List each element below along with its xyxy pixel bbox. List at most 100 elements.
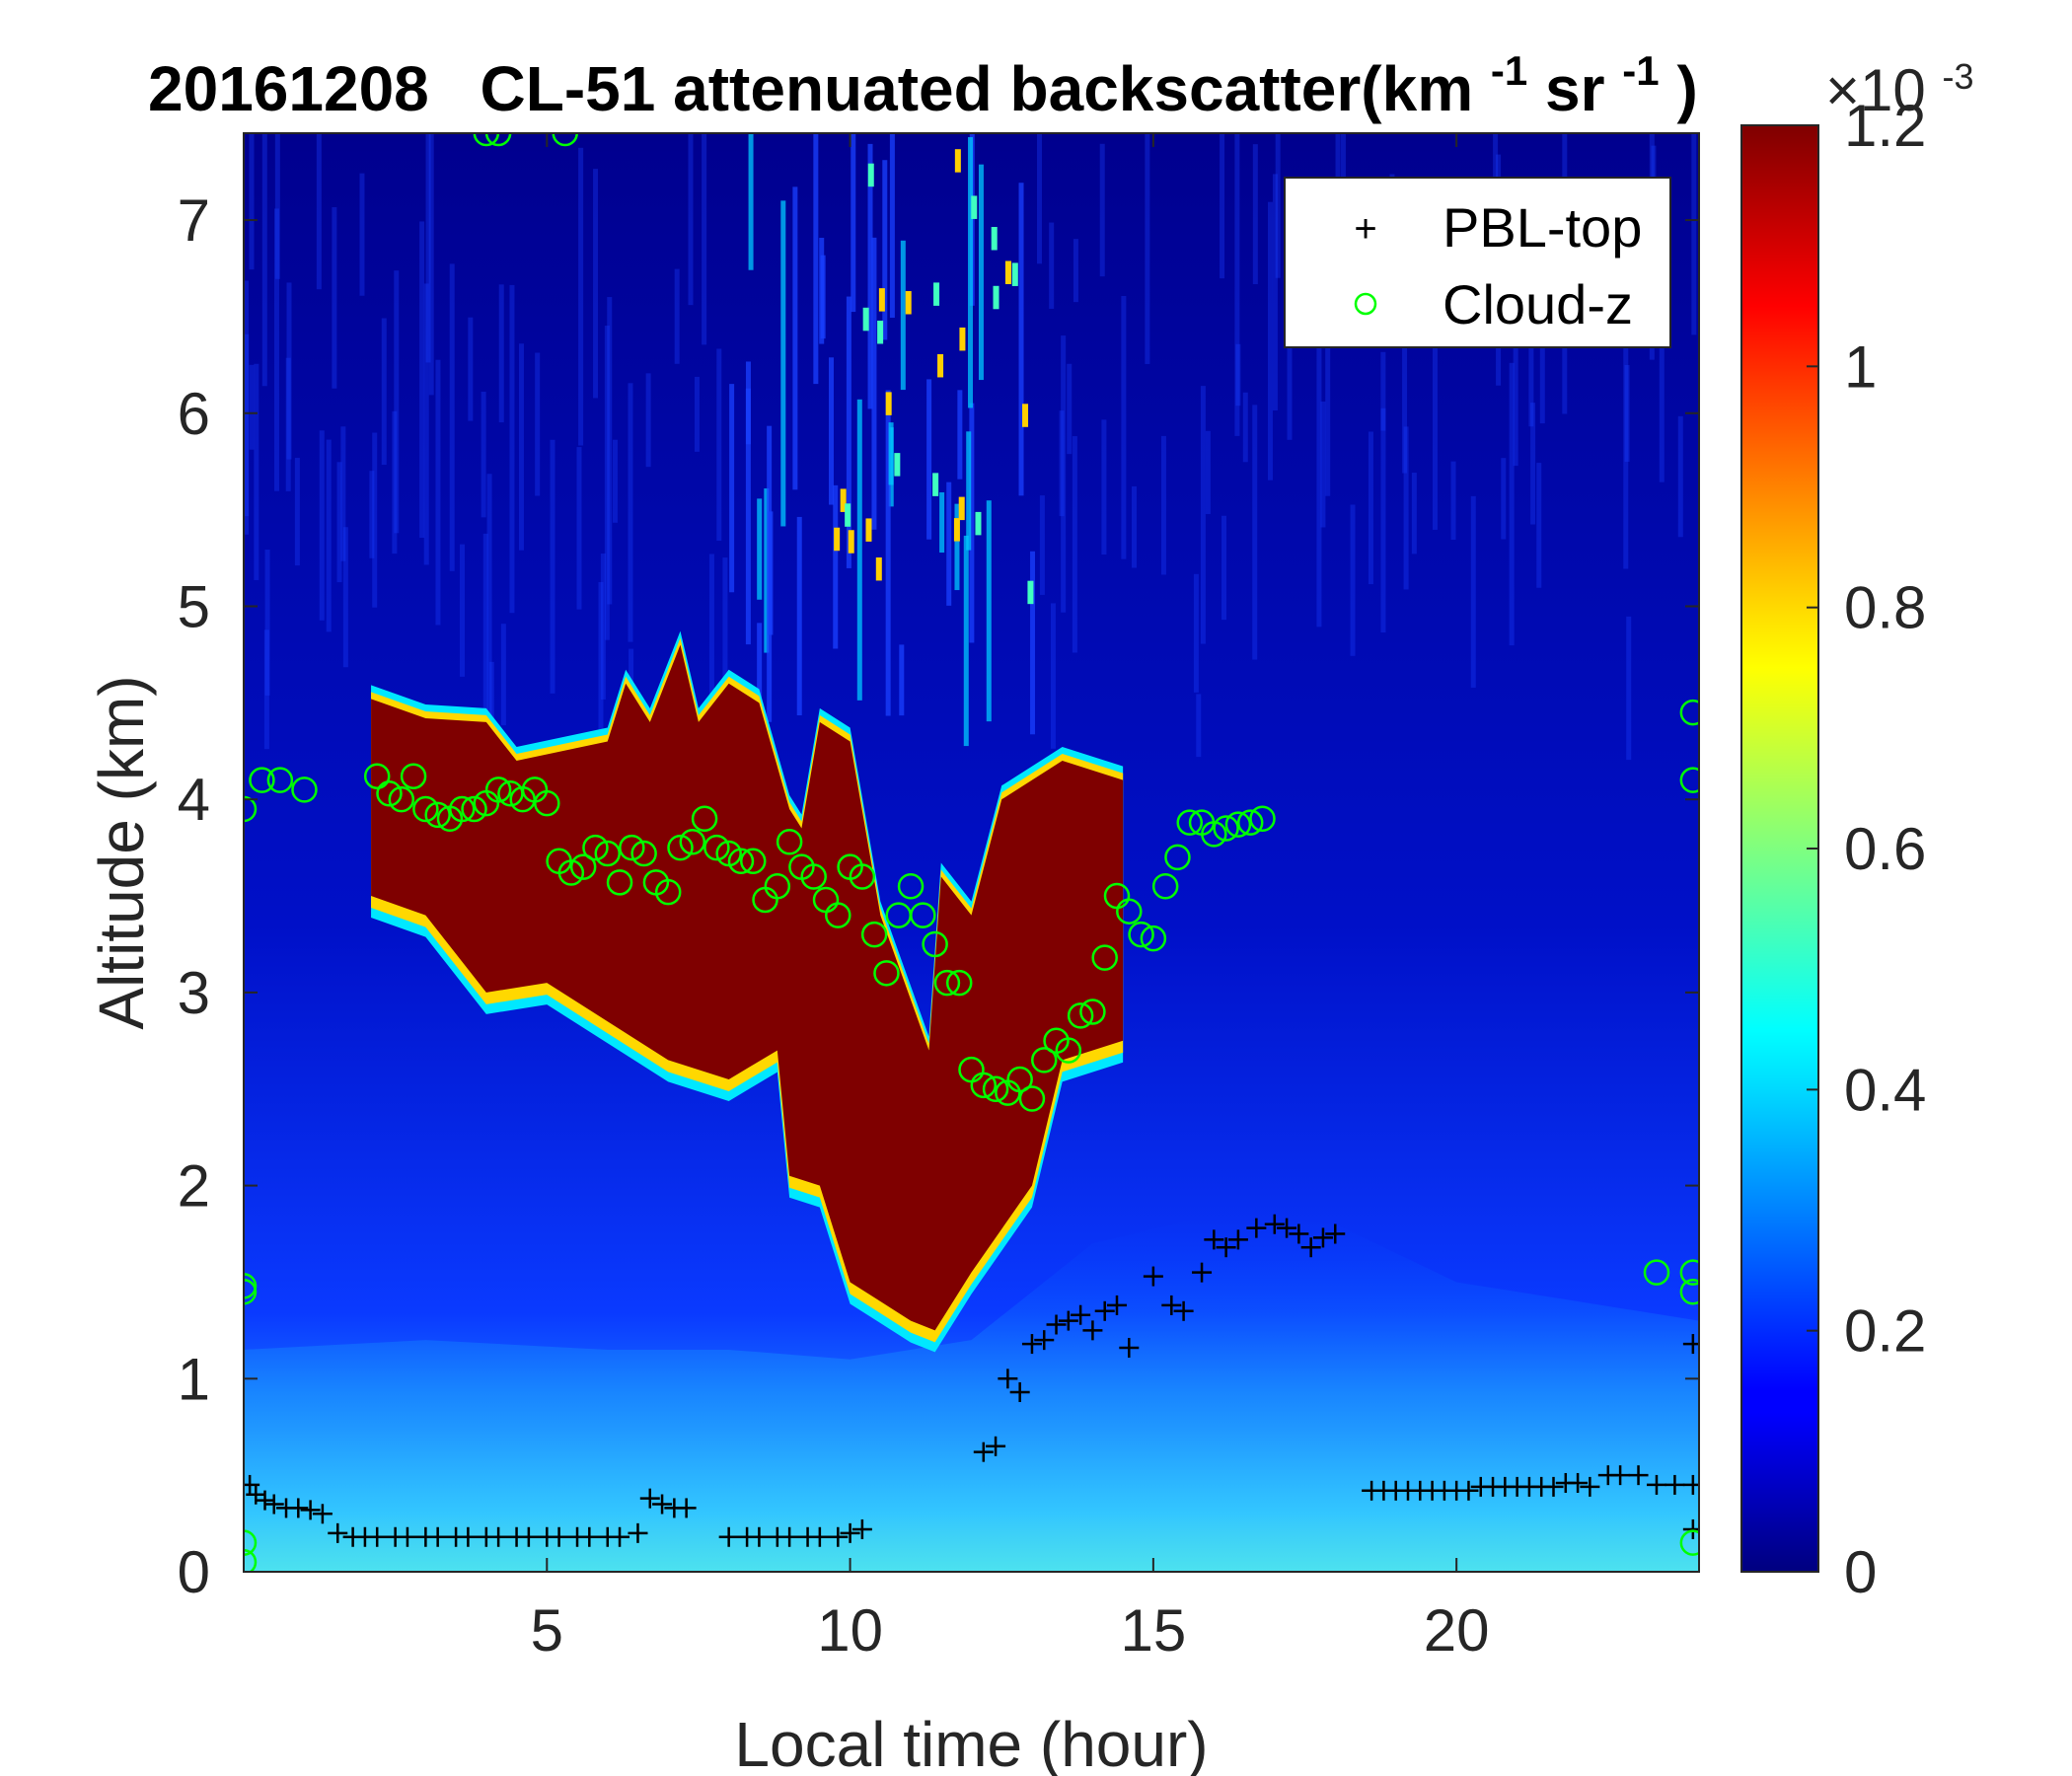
texture-streak xyxy=(332,207,337,389)
pbl-top-marker xyxy=(1580,1476,1600,1497)
cloud-z-marker xyxy=(484,777,512,803)
texture-streak xyxy=(1234,133,1240,436)
texture-speck xyxy=(971,195,978,219)
texture-speck xyxy=(954,149,961,173)
texture-streak xyxy=(966,431,972,551)
texture-streak xyxy=(449,263,455,571)
texture-speck xyxy=(1022,404,1029,427)
texture-streak xyxy=(674,268,680,364)
texture-streak xyxy=(254,363,259,580)
cloud-z-marker xyxy=(619,834,645,861)
texture-streak xyxy=(885,390,891,716)
legend-cloud-marker xyxy=(1354,292,1377,316)
x-axis-label: Local time (hour) xyxy=(734,1709,1208,1776)
pbl-top-marker xyxy=(458,1526,479,1547)
pbl-top-marker xyxy=(1094,1300,1115,1321)
pbl-top-marker xyxy=(1312,1227,1333,1248)
texture-streak xyxy=(757,623,763,720)
pbl-top-marker xyxy=(1682,1474,1699,1495)
x-tick-label: 5 xyxy=(531,1597,563,1664)
pbl-top-marker xyxy=(1568,1472,1589,1493)
pbl-top-marker xyxy=(1646,1474,1666,1495)
texture-streak xyxy=(954,503,960,591)
texture-streak xyxy=(1536,463,1542,588)
texture-streak xyxy=(1099,143,1105,277)
texture-streak xyxy=(1101,419,1107,555)
cloud-z-marker xyxy=(388,785,415,813)
y-axis-label: Altitude (km) xyxy=(86,675,157,1029)
texture-streak xyxy=(359,173,365,296)
texture-streak xyxy=(882,160,888,340)
cloud-z-marker xyxy=(473,133,500,147)
pbl-top-marker xyxy=(1216,1237,1236,1258)
cloud-z-marker xyxy=(860,921,888,948)
texture-streak xyxy=(1220,133,1225,279)
texture-streak xyxy=(598,582,604,736)
cloud-z-marker xyxy=(1164,844,1191,871)
texture-streak xyxy=(1470,495,1476,688)
pbl-top-marker xyxy=(1458,1480,1479,1501)
cloud-z-marker xyxy=(244,1548,258,1572)
texture-streak xyxy=(274,133,280,279)
colorbar-tick-label: 0.6 xyxy=(1844,816,1926,882)
pbl-top-marker xyxy=(1543,1476,1564,1497)
texture-streak xyxy=(249,364,255,450)
texture-streak xyxy=(263,629,269,750)
texture-streak xyxy=(319,430,325,621)
texture-streak xyxy=(846,296,851,568)
texture-streak xyxy=(757,498,763,600)
texture-streak xyxy=(392,410,398,555)
texture-speck xyxy=(894,453,901,477)
texture-speck xyxy=(993,285,999,310)
pbl-top-marker xyxy=(676,1498,697,1518)
texture-streak xyxy=(578,147,584,446)
texture-streak xyxy=(249,133,255,270)
pbl-top-marker xyxy=(1034,1330,1055,1351)
texture-streak xyxy=(1513,280,1518,467)
cloud-z-marker xyxy=(630,840,657,867)
pbl-top-marker xyxy=(367,1526,388,1547)
texture-streak xyxy=(871,237,877,530)
colorbar-gradient xyxy=(1740,124,1819,1573)
pbl-top-marker xyxy=(779,1526,800,1547)
pbl-top-marker xyxy=(809,1526,830,1547)
texture-streak xyxy=(764,488,770,653)
pbl-top-marker xyxy=(312,1504,333,1524)
pbl-top-marker xyxy=(610,1526,630,1547)
cloud-z-marker xyxy=(679,828,706,855)
cloud-z-marker xyxy=(970,1072,998,1099)
texture-streak xyxy=(481,391,486,518)
boundary-aerosol-layer xyxy=(244,1214,1699,1572)
colorbar-ticks: 0 0.2 0.4 0.6 0.8 1 1.2 xyxy=(1807,93,1926,1605)
pbl-top-marker xyxy=(263,1494,284,1515)
colorbar-multiplier: ×10 -3 xyxy=(1825,56,1973,123)
texture-streak xyxy=(957,390,963,480)
cloud-z-marker xyxy=(1201,821,1227,848)
texture-streak xyxy=(1050,603,1056,749)
texture-streak xyxy=(899,644,905,716)
cloud-z-marker xyxy=(376,780,403,807)
texture-streak xyxy=(968,137,974,408)
pbl-top-marker xyxy=(828,1526,849,1547)
texture-streak xyxy=(745,388,751,645)
cloud-z-marker xyxy=(727,848,755,875)
texture-streak xyxy=(1242,392,1248,463)
cloud-z-marker xyxy=(1679,1278,1699,1305)
pbl-top-marker xyxy=(1300,1237,1321,1258)
texture-speck xyxy=(875,556,882,581)
cloud-z-marker xyxy=(982,1075,1009,1102)
texture-streak xyxy=(1432,332,1438,530)
y-tick-label: 5 xyxy=(178,573,210,639)
y-tick-label: 6 xyxy=(178,381,210,447)
pbl-top-marker xyxy=(1204,1229,1224,1250)
cloud-z-marker xyxy=(557,859,585,886)
texture-speck xyxy=(958,496,965,521)
pbl-top-marker xyxy=(1021,1334,1042,1355)
texture-streak xyxy=(1036,133,1042,264)
texture-streak xyxy=(244,280,250,535)
texture-streak xyxy=(1252,144,1258,285)
cloud-z-marker xyxy=(873,960,900,987)
cloud-z-marker xyxy=(691,805,718,833)
legend-cloud-label: Cloud-z xyxy=(1443,273,1633,335)
texture-streak xyxy=(708,554,714,747)
